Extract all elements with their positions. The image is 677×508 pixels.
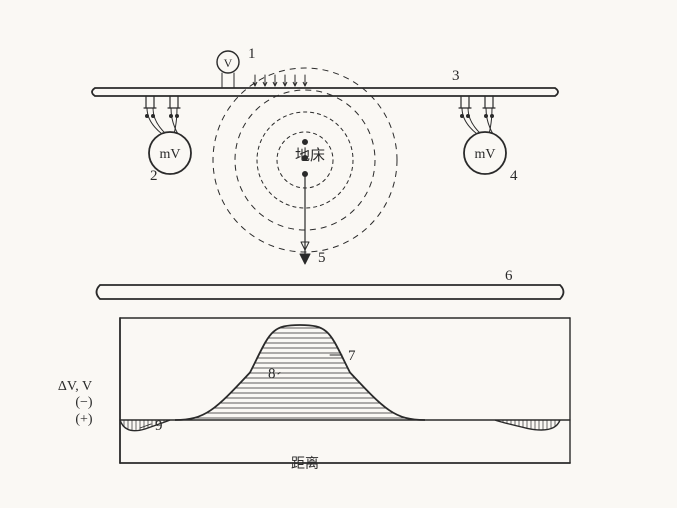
label-num8: 8 bbox=[268, 366, 276, 382]
label-x-axis: 距离 bbox=[291, 455, 319, 472]
diagram-canvas: VmV mV 1 2 3 4 5 6 7 8 9 地床距离 ΔV, V(−) (+) bbox=[0, 0, 677, 508]
svg-text:mV: mV bbox=[475, 147, 496, 162]
label-num6: 6 bbox=[505, 268, 513, 284]
label-y-axis-var: ΔV, V bbox=[58, 379, 92, 394]
svg-text:mV: mV bbox=[160, 147, 181, 162]
label-num1: 1 bbox=[248, 46, 256, 62]
label-y-axis-minus: (−) bbox=[75, 395, 93, 410]
label-num9: 9 bbox=[155, 418, 163, 434]
label-y-axis-plus: (+) bbox=[75, 412, 93, 427]
label-num7: 7 bbox=[348, 348, 356, 364]
label-num2: 2 bbox=[150, 168, 158, 184]
label-groundbed: 地床 bbox=[295, 147, 325, 164]
svg-text:V: V bbox=[224, 56, 233, 70]
label-num3: 3 bbox=[452, 68, 460, 84]
label-num4: 4 bbox=[510, 168, 518, 184]
label-num5: 5 bbox=[318, 250, 326, 266]
